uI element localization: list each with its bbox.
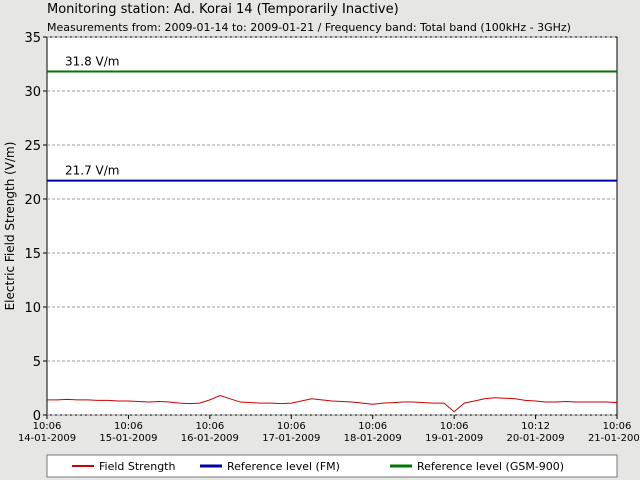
x-tick-time: 10:06 (33, 421, 62, 432)
plot-area (46, 36, 618, 416)
x-tick-time: 10:12 (521, 421, 550, 432)
x-tick-date: 14-01-2009 (18, 433, 76, 444)
chart-title: Monitoring station: Ad. Korai 14 (Tempor… (47, 2, 399, 17)
reference-label: 21.7 V/m (65, 164, 119, 178)
y-tick-label: 5 (33, 355, 41, 370)
y-tick-label: 10 (24, 301, 41, 316)
y-tick-label: 30 (24, 85, 41, 100)
x-tick-time: 10:06 (195, 421, 224, 432)
y-tick-label: 0 (33, 409, 41, 424)
x-tick-date: 19-01-2009 (425, 433, 483, 444)
y-tick-label: 35 (24, 31, 41, 46)
x-tick-date: 15-01-2009 (99, 433, 157, 444)
x-tick-date: 16-01-2009 (181, 433, 239, 444)
x-tick-time: 10:06 (277, 421, 306, 432)
x-tick-date: 17-01-2009 (262, 433, 320, 444)
legend-label: Field Strength (99, 460, 175, 473)
chart-subtitle: Measurements from: 2009-01-14 to: 2009-0… (47, 21, 571, 34)
reference-label: 31.8 V/m (65, 55, 119, 69)
series-line (47, 395, 618, 413)
legend-label: Reference level (FM) (227, 460, 340, 473)
legend (46, 454, 618, 478)
y-tick-label: 25 (24, 139, 41, 154)
x-tick-time: 10:06 (603, 421, 632, 432)
x-tick-date: 20-01-2009 (507, 433, 565, 444)
y-tick-label: 20 (24, 193, 41, 208)
x-tick-time: 10:06 (114, 421, 143, 432)
y-tick-label: 15 (24, 247, 41, 262)
x-tick-date: 18-01-2009 (344, 433, 402, 444)
x-tick-time: 10:06 (358, 421, 387, 432)
x-tick-date: 21-01-2009 (588, 433, 640, 444)
legend-label: Reference level (GSM-900) (417, 460, 564, 473)
y-axis-label: Electric Field Strength (V/m) (3, 142, 17, 311)
x-tick-time: 10:06 (440, 421, 469, 432)
